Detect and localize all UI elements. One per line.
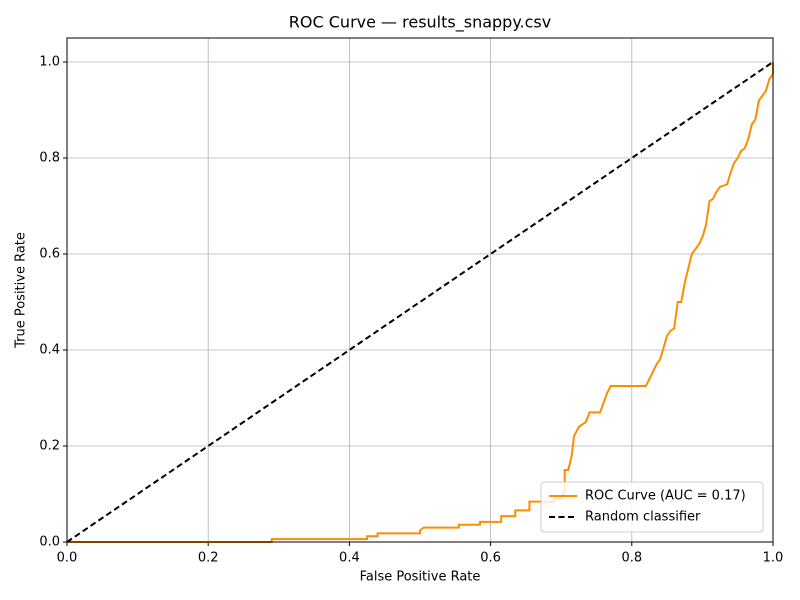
y-tick-label: 0.8	[39, 151, 60, 166]
y-tick-label: 0.2	[39, 439, 60, 454]
y-tick-label: 0.0	[39, 535, 60, 550]
legend-label: ROC Curve (AUC = 0.17)	[585, 489, 746, 504]
plot-frame	[66, 37, 774, 543]
x-tick-label: 0.8	[621, 551, 642, 566]
x-tick-label: 0.6	[480, 551, 501, 566]
y-tick-label: 0.6	[39, 247, 60, 262]
y-tick-label: 0.4	[39, 343, 60, 358]
legend-label: Random classifier	[585, 510, 701, 525]
x-tick-label: 0.0	[57, 551, 78, 566]
x-tick-label: 1.0	[763, 551, 784, 566]
y-tick-label: 1.0	[39, 55, 60, 70]
x-tick-label: 0.4	[339, 551, 360, 566]
chart-title: ROC Curve — results_snappy.csv	[289, 13, 551, 33]
y-axis-label: True Positive Rate	[14, 232, 29, 349]
legend-box	[540, 481, 764, 533]
x-axis-label: False Positive Rate	[360, 570, 481, 585]
x-tick-label: 0.2	[198, 551, 219, 566]
line	[67, 62, 774, 543]
